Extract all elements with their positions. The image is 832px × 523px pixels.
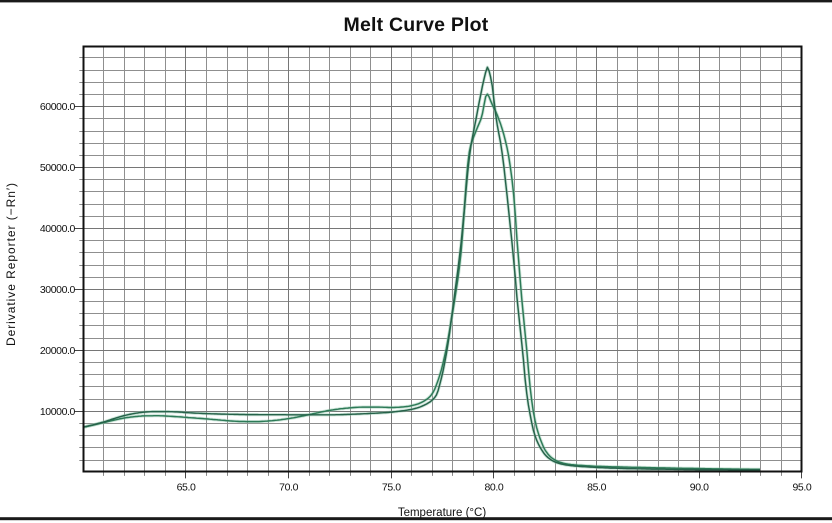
svg-text:95.0: 95.0 bbox=[792, 482, 811, 494]
svg-text:10000.0: 10000.0 bbox=[40, 406, 76, 418]
svg-text:85.0: 85.0 bbox=[587, 482, 606, 494]
svg-text:70.0: 70.0 bbox=[279, 482, 298, 494]
svg-text:80.0: 80.0 bbox=[484, 482, 503, 494]
svg-text:30000.0: 30000.0 bbox=[40, 284, 76, 296]
svg-text:50000.0: 50000.0 bbox=[40, 162, 76, 174]
svg-text:20000.0: 20000.0 bbox=[40, 345, 76, 357]
svg-text:75.0: 75.0 bbox=[382, 482, 401, 494]
svg-text:Derivative Reporter (−Rn′): Derivative Reporter (−Rn′) bbox=[4, 182, 18, 346]
svg-text:60000.0: 60000.0 bbox=[40, 101, 76, 113]
svg-text:Temperature (°C): Temperature (°C) bbox=[398, 507, 486, 519]
svg-text:90.0: 90.0 bbox=[690, 482, 709, 494]
svg-text:65.0: 65.0 bbox=[177, 482, 196, 494]
svg-text:40000.0: 40000.0 bbox=[40, 223, 76, 235]
svg-text:Melt Curve Plot: Melt Curve Plot bbox=[344, 14, 489, 36]
